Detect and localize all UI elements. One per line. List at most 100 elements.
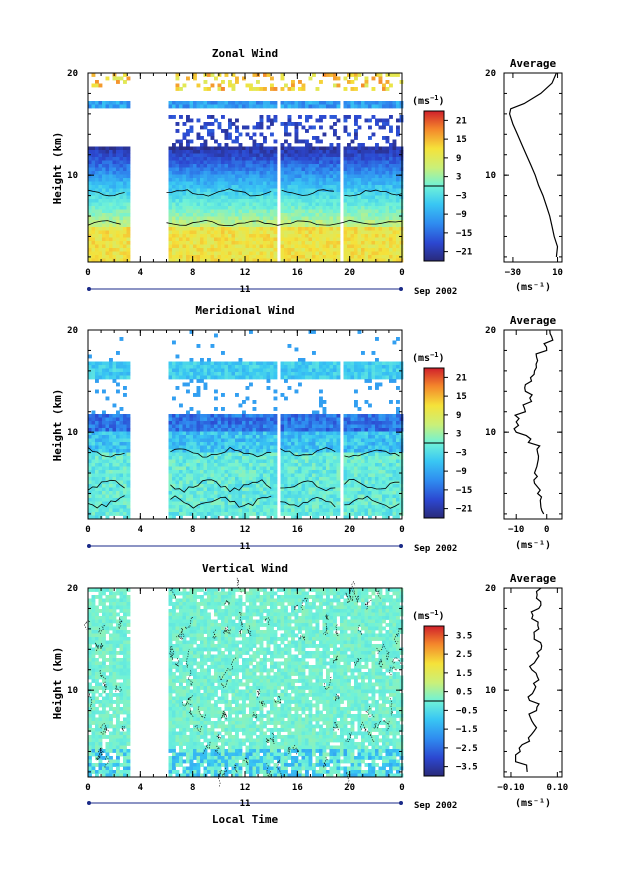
- meridional-wind-cell: [294, 428, 299, 432]
- zonal-wind-cell: [322, 230, 327, 235]
- zonal-wind-cell: [326, 248, 330, 252]
- zonal-wind-cell: [350, 139, 355, 144]
- zonal-wind-cell: [312, 101, 316, 105]
- zonal-wind-cell: [221, 195, 225, 200]
- zonal-wind-cell: [196, 213, 201, 217]
- zonal-wind-cell: [347, 223, 351, 228]
- zonal-wind-cell: [280, 160, 285, 165]
- zonal-wind-cell: [245, 153, 250, 158]
- meridional-wind-cell: [175, 354, 180, 359]
- zonal-wind-cell: [294, 164, 299, 168]
- zonal-wind-cell: [238, 237, 243, 242]
- zonal-wind-cell: [123, 216, 127, 221]
- meridional-wind-cell: [102, 435, 106, 439]
- meridional-wind-cell: [291, 417, 295, 422]
- zonal-wind-cell: [203, 87, 208, 91]
- zonal-wind-cell: [179, 255, 183, 259]
- zonal-wind-cell: [256, 244, 260, 249]
- zonal-wind-cell: [172, 248, 176, 252]
- zonal-wind-cell: [242, 241, 246, 245]
- meridional-wind-cell: [221, 512, 225, 516]
- meridional-wind-cell: [112, 445, 117, 450]
- zonal-wind-cell: [214, 206, 218, 210]
- zonal-wind-cell: [228, 122, 232, 126]
- meridional-wind-cell: [182, 365, 187, 369]
- zonal-wind-cell: [235, 104, 239, 109]
- zonal-wind-cell: [224, 181, 229, 186]
- zonal-wind-cell: [179, 115, 183, 119]
- zonal-wind-cell: [228, 244, 232, 249]
- meridional-wind-cell: [123, 484, 127, 488]
- meridional-wind-cell: [109, 365, 113, 369]
- zonal-wind-cell: [280, 174, 285, 179]
- zonal-wind-cell: [175, 76, 180, 81]
- zonal-wind-cell: [371, 174, 376, 179]
- meridional-wind-cell: [112, 470, 117, 474]
- meridional-wind-cell: [266, 435, 271, 439]
- zonal-wind-cell: [102, 181, 106, 186]
- zonal-wind-cell: [119, 199, 124, 203]
- zonal-wind-cell: [266, 167, 271, 172]
- zonal-wind-cell: [119, 213, 124, 217]
- zonal-wind-cell: [172, 255, 176, 259]
- zonal-wind-cell: [371, 164, 376, 168]
- zonal-wind-cell: [399, 199, 404, 203]
- zonal-wind-cell: [312, 73, 316, 77]
- zonal-wind-cell: [315, 213, 320, 217]
- zonal-wind-cell: [105, 220, 110, 224]
- zonal-wind-cell: [126, 171, 131, 175]
- zonal-wind-cell: [263, 160, 267, 165]
- zonal-wind-cell: [284, 174, 288, 179]
- zonal-wind-cell: [336, 202, 341, 207]
- zonal-wind-cell: [238, 153, 243, 158]
- zonal-wind-cell: [298, 206, 302, 210]
- zonal-wind-cell: [200, 178, 204, 182]
- zonal-wind-cell: [221, 241, 225, 245]
- meridional-wind-cell: [263, 361, 267, 366]
- zonal-wind-cell: [105, 227, 110, 231]
- meridional-wind-cell: [98, 428, 103, 432]
- meridional-wind-cell: [287, 431, 292, 436]
- zonal-wind-cell: [207, 251, 211, 256]
- zonal-wind-cell: [305, 195, 309, 200]
- zonal-wind-cell: [343, 255, 348, 259]
- meridional-wind-cell: [207, 424, 211, 429]
- zonal-wind-cell: [343, 251, 348, 256]
- zonal-wind-colorbar-tick-label: 9: [456, 154, 461, 164]
- zonal-wind-cell: [322, 132, 327, 137]
- meridional-wind-cell: [203, 414, 208, 418]
- zonal-wind-cell: [291, 181, 295, 186]
- zonal-wind-cell: [238, 223, 243, 228]
- meridional-wind-cell: [186, 431, 190, 436]
- meridional-wind-cell: [200, 508, 204, 513]
- meridional-wind-cell: [263, 449, 267, 453]
- meridional-wind-cell: [189, 379, 194, 383]
- meridional-wind-cell: [91, 424, 96, 429]
- zonal-wind-cell: [245, 227, 250, 231]
- meridional-wind-cell: [231, 505, 236, 509]
- zonal-wind-cell: [126, 248, 131, 252]
- zonal-wind-contour-line: [87, 219, 403, 226]
- zonal-wind-cell: [312, 258, 316, 263]
- meridional-wind-cell: [186, 477, 190, 481]
- zonal-wind-cell: [228, 101, 232, 105]
- zonal-wind-cell: [312, 136, 316, 140]
- zonal-wind-cell: [259, 255, 264, 259]
- zonal-wind-cell: [312, 206, 316, 210]
- zonal-wind-average-x-tick-label: −30: [505, 268, 521, 278]
- meridional-wind-cell: [217, 459, 222, 464]
- zonal-wind-cell: [319, 202, 323, 207]
- zonal-wind-cell: [119, 209, 124, 214]
- zonal-wind-cell: [270, 202, 274, 207]
- zonal-wind-cell: [207, 192, 211, 196]
- zonal-wind-cell: [259, 202, 264, 207]
- meridional-wind-cell: [294, 431, 299, 436]
- zonal-wind-cell: [389, 104, 393, 109]
- zonal-wind-cell: [221, 227, 225, 231]
- zonal-wind-cell: [98, 227, 103, 231]
- zonal-wind-cell: [336, 241, 341, 245]
- zonal-wind-cell: [333, 132, 337, 137]
- zonal-wind-cell: [235, 195, 239, 200]
- meridional-wind-cell: [273, 515, 278, 520]
- zonal-wind-cell: [371, 87, 376, 91]
